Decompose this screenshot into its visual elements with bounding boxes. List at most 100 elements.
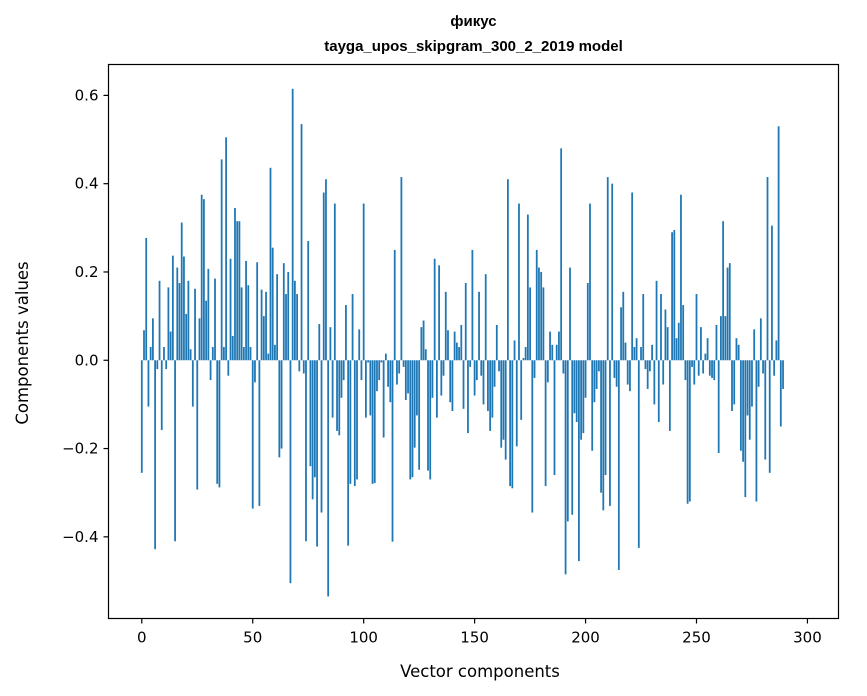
bar-262 [722,221,725,361]
bar-4 [149,347,152,361]
bar-108 [380,360,383,363]
bar-42 [234,207,236,361]
bar-186 [553,360,556,476]
bar-51 [254,360,256,383]
bar-236 [664,309,667,361]
bar-280 [762,360,764,374]
bar-47 [245,260,247,361]
x-tick-label: 0 [137,629,147,647]
bar-82 [322,192,325,361]
bar-269 [737,344,740,361]
bar-65 [285,294,287,361]
bar-216 [620,307,622,361]
bar-62 [278,360,281,458]
bar-24 [194,288,196,361]
bar-245 [684,360,687,381]
bar-75 [307,241,310,361]
bar-134 [438,265,440,361]
bar-241 [675,338,678,361]
bar-160 [495,324,498,361]
bar-189 [560,148,563,361]
bar-286 [775,340,778,361]
bar-21 [187,280,190,361]
bar-107 [378,360,381,381]
bar-271 [742,360,744,462]
bar-272 [744,360,747,498]
bar-72 [300,124,303,361]
bar-201 [586,283,589,361]
bar-285 [773,360,776,376]
bar-242 [677,322,680,361]
bar-118 [402,360,405,367]
bar-34 [216,360,219,484]
bar-265 [728,263,731,361]
bar-35 [218,360,221,488]
bar-210 [606,177,609,361]
x-tick-label: 300 [793,629,822,647]
bar-132 [433,258,436,361]
bar-283 [768,360,771,473]
bar-158 [491,360,494,418]
bar-249 [693,360,696,385]
bar-125 [418,360,421,470]
bar-157 [489,360,492,431]
bar-156 [487,360,489,412]
bar-93 [347,360,350,546]
bar-136 [442,360,445,376]
bar-68 [291,88,294,361]
bar-288 [779,360,782,427]
bar-196 [575,360,578,423]
bar-88 [336,360,338,431]
bar-266 [731,360,733,412]
bar-104 [371,360,374,484]
bar-56 [265,291,267,361]
bar-222 [633,347,636,361]
bar-238 [668,360,671,431]
bar-178 [535,249,538,361]
bar-217 [622,291,625,361]
bar-182 [544,360,547,487]
bar-192 [566,360,569,522]
bar-113 [391,360,394,542]
bar-29 [205,300,208,361]
bar-243 [680,194,682,361]
bars-layer [140,88,784,597]
bar-213 [613,360,616,378]
bar-126 [420,327,423,361]
bar-81 [320,360,323,513]
bar-33 [214,278,216,361]
bar-257 [711,360,713,378]
bar-148 [469,360,472,367]
bar-205 [595,360,598,389]
bar-122 [411,360,414,478]
bar-187 [555,344,558,361]
y-tick-label: 0.6 [75,86,99,104]
bar-259 [715,324,718,361]
bar-120 [407,360,409,394]
bar-71 [298,360,301,372]
bar-57 [267,353,270,361]
bar-25 [196,360,199,490]
bar-28 [203,199,205,361]
bar-1 [143,330,145,361]
bar-3 [147,360,150,407]
bar-226 [642,294,645,361]
bar-77 [311,360,314,500]
bar-5 [151,318,154,361]
bar-117 [400,177,403,361]
bar-208 [602,360,605,511]
bar-22 [189,349,192,361]
bar-198 [580,360,583,440]
bar-260 [717,360,720,453]
bar-174 [526,214,529,361]
bar-50 [251,360,254,509]
bar-179 [538,267,540,361]
bar-268 [735,338,738,361]
bar-275 [751,360,753,407]
bar-199 [582,360,585,434]
chart-title-line1: фикус [450,13,496,30]
bar-227 [644,360,647,370]
bar-188 [558,331,560,361]
bar-116 [398,360,401,374]
bar-235 [662,360,665,385]
